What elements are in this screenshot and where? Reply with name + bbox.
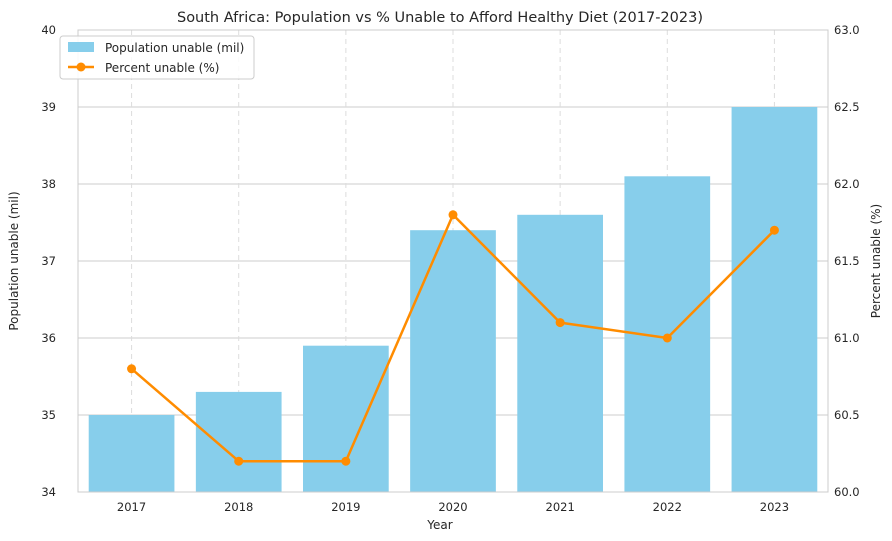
y-tick-label: 34 <box>41 485 56 499</box>
line-point <box>555 318 565 328</box>
y2-tick-label: 60.5 <box>834 408 860 422</box>
y-tick-label: 38 <box>41 177 56 191</box>
legend: Population unable (mil) Percent unable (… <box>59 35 255 80</box>
x-tick-label: 2022 <box>653 500 682 514</box>
y2-tick-label: 62.5 <box>834 100 860 114</box>
x-tick-label: 2023 <box>760 500 789 514</box>
bar <box>195 391 282 492</box>
bar <box>88 415 175 492</box>
line-series <box>127 210 779 466</box>
bar <box>410 230 496 492</box>
legend-bar-swatch <box>68 42 94 52</box>
x-tick-label: 2019 <box>331 500 360 514</box>
y-tick-label: 39 <box>41 100 56 114</box>
legend-bar-label: Population unable (mil) <box>105 41 244 55</box>
bar-series <box>88 107 818 493</box>
y2-tick-label: 62.0 <box>834 177 860 191</box>
chart-title: South Africa: Population vs % Unable to … <box>177 10 703 26</box>
y-tick-label: 40 <box>41 23 56 37</box>
x-tick-label: 2020 <box>438 500 467 514</box>
legend-box <box>59 35 255 80</box>
x-axis-label: Year <box>426 518 452 532</box>
line-point <box>234 456 244 466</box>
x-tick-label: 2017 <box>117 500 146 514</box>
x-tick-label: 2021 <box>546 500 575 514</box>
line-point <box>127 364 137 374</box>
y2-tick-label: 61.0 <box>834 331 860 345</box>
x-tick-label: 2018 <box>224 500 253 514</box>
legend-line-label: Percent unable (%) <box>105 61 219 75</box>
bar <box>731 107 818 492</box>
y-tick-label: 37 <box>41 254 56 268</box>
y2-tick-label: 63.0 <box>834 23 860 37</box>
y-tick-label: 36 <box>41 331 56 345</box>
line-point <box>662 333 672 343</box>
y-tick-label: 35 <box>41 408 56 422</box>
ticks: 34 35 36 37 38 39 40 60.0 60.5 61.0 61.5 62.0 62.5 63… <box>41 23 859 514</box>
line-point <box>341 456 351 466</box>
y2-axis-label: Percent unable (%) <box>869 204 883 318</box>
line-point <box>448 210 458 220</box>
y2-tick-label: 60.0 <box>834 485 860 499</box>
bar <box>517 214 603 493</box>
y-axis-label: Population unable (mil) <box>7 191 21 330</box>
line-point <box>769 225 779 235</box>
y2-tick-label: 61.5 <box>834 254 860 268</box>
legend-line-marker <box>76 62 86 72</box>
plot-frame <box>77 29 829 493</box>
bar <box>303 345 389 492</box>
